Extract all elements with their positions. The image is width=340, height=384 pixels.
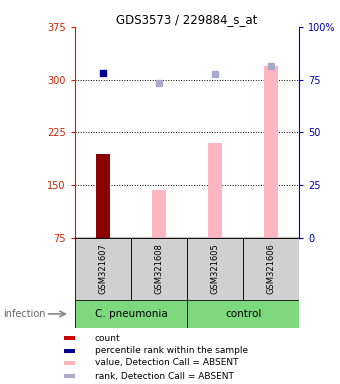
Bar — [64, 374, 74, 378]
Bar — [64, 336, 74, 340]
Text: GSM321607: GSM321607 — [98, 243, 107, 294]
Text: C. pneumonia: C. pneumonia — [95, 309, 167, 319]
Text: GSM321606: GSM321606 — [267, 243, 276, 294]
Bar — [64, 361, 74, 365]
Bar — [264, 66, 278, 238]
Bar — [75, 300, 187, 328]
Text: GSM321608: GSM321608 — [154, 243, 164, 294]
Text: GSM321605: GSM321605 — [210, 243, 220, 294]
Bar — [75, 238, 131, 300]
Text: value, Detection Call = ABSENT: value, Detection Call = ABSENT — [95, 358, 238, 367]
Text: count: count — [95, 334, 120, 343]
Bar — [187, 300, 299, 328]
Bar — [208, 143, 222, 238]
Point — [268, 63, 274, 69]
Bar — [131, 238, 187, 300]
Point — [156, 80, 162, 86]
Title: GDS3573 / 229884_s_at: GDS3573 / 229884_s_at — [116, 13, 258, 26]
Bar — [96, 154, 110, 238]
Bar — [243, 238, 299, 300]
Bar — [64, 349, 74, 353]
Bar — [152, 190, 166, 238]
Text: percentile rank within the sample: percentile rank within the sample — [95, 346, 248, 355]
Text: infection: infection — [3, 309, 46, 319]
Point — [100, 70, 105, 76]
Text: control: control — [225, 309, 261, 319]
Bar — [187, 238, 243, 300]
Point — [212, 71, 218, 77]
Text: rank, Detection Call = ABSENT: rank, Detection Call = ABSENT — [95, 372, 233, 381]
